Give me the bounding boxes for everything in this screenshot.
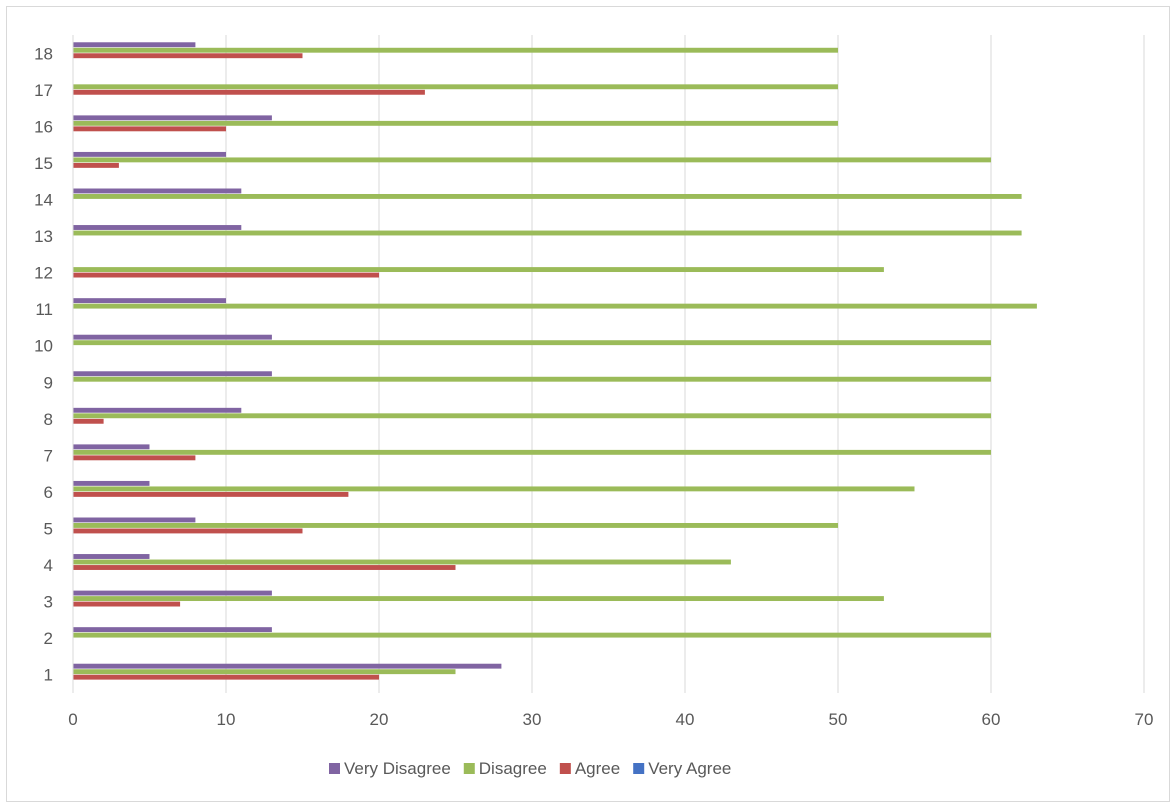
bar-agree-5 <box>73 528 303 534</box>
bar-agree-17 <box>73 89 425 95</box>
y-tick-label: 4 <box>44 556 53 575</box>
legend-item-agree: Agree <box>559 759 620 778</box>
legend-item-very-disagree: Very Disagree <box>329 759 451 778</box>
legend-swatch <box>633 763 645 774</box>
bar-very-disagree-7 <box>73 444 150 450</box>
bar-agree-1 <box>73 674 379 680</box>
y-tick-label: 11 <box>35 300 53 319</box>
bar-very-disagree-15 <box>73 151 226 157</box>
x-tick-label: 70 <box>1135 710 1154 729</box>
bar-agree-16 <box>73 126 226 132</box>
legend-item-disagree: Disagree <box>463 759 547 778</box>
bar-very-disagree-14 <box>73 188 242 194</box>
bar-very-disagree-9 <box>73 371 272 377</box>
bar-very-disagree-6 <box>73 480 150 486</box>
x-tick-label: 60 <box>982 710 1001 729</box>
x-tick-label: 40 <box>676 710 695 729</box>
bar-very-disagree-10 <box>73 334 272 340</box>
legend-label: Very Disagree <box>344 759 451 778</box>
bar-very-disagree-5 <box>73 517 196 523</box>
bar-disagree-18 <box>73 47 838 53</box>
bar-disagree-14 <box>73 194 1022 199</box>
bar-agree-6 <box>73 491 349 497</box>
y-tick-label: 18 <box>34 44 53 63</box>
y-tick-label: 9 <box>44 373 53 392</box>
bar-disagree-8 <box>73 413 991 419</box>
gridlines <box>225 35 1145 693</box>
legend-label: Very Agree <box>648 759 731 778</box>
legend-label: Agree <box>575 759 620 778</box>
bar-disagree-5 <box>73 523 838 528</box>
x-tick-label: 50 <box>829 710 848 729</box>
legend-item-very-agree: Very Agree <box>633 759 731 778</box>
bar-agree-7 <box>73 455 196 461</box>
bars <box>73 42 1037 680</box>
legend: Very Disagree Disagree Agree Very Agree <box>329 759 731 778</box>
bar-very-disagree-8 <box>73 407 242 413</box>
y-tick-label: 2 <box>44 629 53 648</box>
y-tick-label: 8 <box>44 410 53 429</box>
bar-agree-12 <box>73 272 379 278</box>
legend-label: Disagree <box>479 759 547 778</box>
bar-agree-4 <box>73 565 456 570</box>
chart-frame: 0 10 20 30 40 50 60 70 1 2 3 4 5 6 7 8 9 10 11 12 13 14 15 16 17… <box>6 6 1170 802</box>
y-tick-label: 10 <box>34 337 53 356</box>
bar-agree-18 <box>73 53 303 59</box>
bar-disagree-3 <box>73 596 884 602</box>
bar-disagree-13 <box>73 230 1022 236</box>
x-tick-label: 10 <box>217 710 236 729</box>
y-tick-label: 3 <box>44 593 53 612</box>
y-tick-label: 16 <box>34 117 53 136</box>
bar-very-disagree-1 <box>73 663 502 669</box>
legend-swatch <box>329 763 340 774</box>
legend-swatch <box>559 763 571 774</box>
bar-agree-3 <box>73 601 181 607</box>
y-tick-label: 14 <box>34 191 53 210</box>
bar-very-disagree-16 <box>73 115 272 121</box>
bar-disagree-7 <box>73 449 991 455</box>
bar-disagree-10 <box>73 340 991 346</box>
y-tick-label: 5 <box>44 520 53 539</box>
bar-disagree-2 <box>73 632 991 638</box>
y-tick-label: 6 <box>44 483 53 502</box>
bar-very-disagree-2 <box>73 627 272 633</box>
bar-chart: 0 10 20 30 40 50 60 701234567891011121314151617… <box>34 35 1153 778</box>
y-tick-label: 7 <box>44 446 53 465</box>
bar-disagree-12 <box>73 267 884 273</box>
y-tick-label: 1 <box>44 666 53 685</box>
bar-very-disagree-11 <box>73 298 226 304</box>
y-tick-label: 15 <box>34 154 53 173</box>
bar-disagree-9 <box>73 376 991 382</box>
bar-disagree-16 <box>73 120 838 126</box>
bar-disagree-17 <box>73 84 838 90</box>
bar-disagree-4 <box>73 559 731 565</box>
legend-swatch <box>463 763 475 774</box>
x-tick-label: 20 <box>370 710 389 729</box>
bar-disagree-15 <box>73 157 991 163</box>
y-tick-label: 13 <box>34 227 53 246</box>
bar-agree-15 <box>73 162 119 168</box>
bar-disagree-6 <box>73 486 915 492</box>
x-tick-label: 0 <box>68 710 77 729</box>
bar-disagree-1 <box>73 669 456 675</box>
axes: 0 10 20 30 40 50 60 701234567891011121314151617… <box>34 35 1153 729</box>
x-tick-label: 30 <box>523 710 542 729</box>
y-tick-label: 12 <box>34 264 53 283</box>
bar-disagree-11 <box>73 303 1037 309</box>
bar-very-disagree-13 <box>73 225 242 230</box>
y-tick-label: 17 <box>34 81 53 100</box>
bar-very-disagree-18 <box>73 42 196 48</box>
bar-agree-8 <box>73 418 104 424</box>
bar-very-disagree-3 <box>73 590 272 596</box>
bar-very-disagree-4 <box>73 554 150 559</box>
